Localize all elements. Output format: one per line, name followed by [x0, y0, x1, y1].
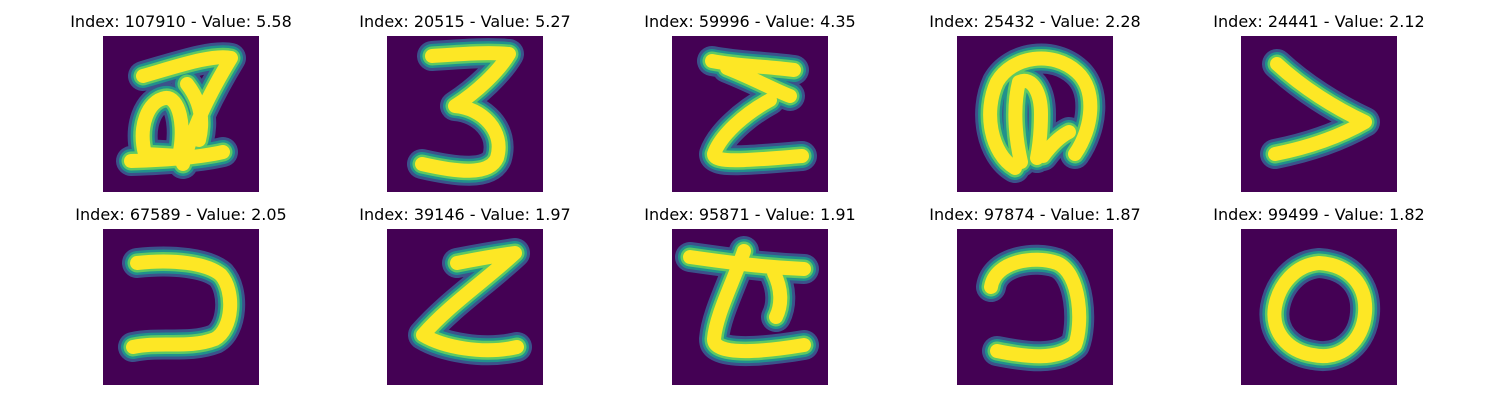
glyph-image: [103, 229, 259, 385]
glyph-strokes: [408, 238, 532, 366]
glyph-strokes: [975, 43, 1106, 183]
glyph-image: [957, 229, 1113, 385]
glyph-strokes: [675, 236, 819, 367]
panel-title: Index: 97874 - Value: 1.87: [929, 205, 1141, 224]
glyph-strokes: [407, 38, 524, 186]
glyph-image: [672, 229, 828, 385]
glyph-image: [1241, 36, 1397, 192]
panel-title: Index: 95871 - Value: 1.91: [644, 205, 856, 224]
panel-title: Index: 67589 - Value: 2.05: [75, 205, 287, 224]
image-panel-2: Index: 20515 - Value: 5.27: [335, 12, 595, 202]
glyph-image: [387, 229, 543, 385]
glyph-strokes: [1259, 248, 1381, 372]
panel-title: Index: 20515 - Value: 5.27: [359, 12, 571, 31]
glyph-image: [672, 36, 828, 192]
image-panel-8: Index: 95871 - Value: 1.91: [620, 205, 880, 395]
image-panel-7: Index: 39146 - Value: 1.97: [335, 205, 595, 395]
panel-title: Index: 39146 - Value: 1.97: [359, 205, 571, 224]
panel-title: Index: 107910 - Value: 5.58: [70, 12, 292, 31]
glyph-strokes: [976, 244, 1095, 372]
glyph-strokes: [1260, 49, 1380, 169]
image-panel-9: Index: 97874 - Value: 1.87: [905, 205, 1165, 395]
image-panel-5: Index: 24441 - Value: 2.12: [1189, 12, 1449, 202]
image-panel-3: Index: 59996 - Value: 4.35: [620, 12, 880, 202]
panel-title: Index: 59996 - Value: 4.35: [644, 12, 856, 31]
glyph-image: [957, 36, 1113, 192]
image-panel-6: Index: 67589 - Value: 2.05: [51, 205, 311, 395]
glyph-image: [103, 36, 259, 192]
glyph-strokes: [118, 246, 246, 362]
glyph-strokes: [697, 46, 817, 176]
glyph-image: [387, 36, 543, 192]
image-panel-4: Index: 25432 - Value: 2.28: [905, 12, 1165, 202]
panel-title: Index: 99499 - Value: 1.82: [1213, 205, 1425, 224]
glyph-image: [1241, 229, 1397, 385]
panel-title: Index: 25432 - Value: 2.28: [929, 12, 1141, 31]
image-panel-10: Index: 99499 - Value: 1.82: [1189, 205, 1449, 395]
panel-title: Index: 24441 - Value: 2.12: [1213, 12, 1425, 31]
glyph-strokes: [116, 42, 246, 179]
image-panel-1: Index: 107910 - Value: 5.58: [51, 12, 311, 202]
